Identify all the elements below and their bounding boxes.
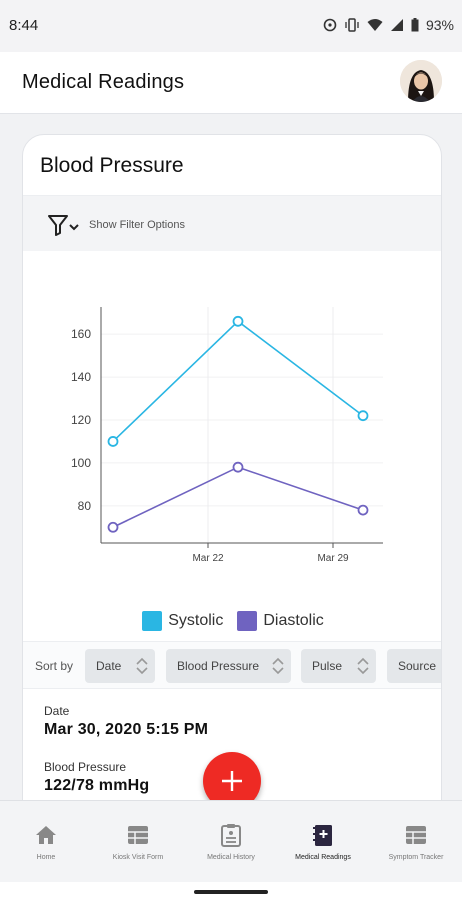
x-tick-label: Mar 29 (317, 553, 349, 564)
blood-pressure-value: 122/78 mmHg (44, 777, 150, 794)
vibrate-icon (345, 18, 359, 32)
sort-arrows-icon (357, 657, 369, 675)
filter-icon[interactable] (48, 214, 82, 236)
table-icon (406, 826, 426, 844)
legend-item-diastolic[interactable]: Diastolic (237, 611, 324, 631)
sort-chip-date-label: Date (96, 659, 122, 673)
home-icon (36, 826, 56, 844)
data-point-systolic (107, 436, 119, 447)
blood-pressure-label: Blood Pressure (44, 760, 127, 774)
nav-item-medical-history[interactable]: Medical History (185, 801, 277, 883)
status-icons: 93% (323, 15, 454, 35)
alarm-icon (323, 18, 337, 32)
y-tick-label: 160 (71, 327, 91, 341)
y-tick-label: 100 (71, 456, 91, 470)
sort-chip-source-label: Source (398, 659, 437, 673)
legend-label-systolic: Systolic (168, 612, 224, 629)
chart-legend: Systolic Diastolic (23, 608, 441, 634)
sort-bar: Sort by Date Blood Pressure Pulse Source (23, 641, 441, 689)
series-line-systolic (112, 320, 364, 443)
series-line-diastolic (112, 466, 364, 528)
clipboard-icon (221, 824, 241, 847)
battery-icon (411, 18, 419, 32)
sort-label: Sort by (35, 659, 74, 673)
sort-arrows-icon (272, 657, 284, 675)
nav-label-medical-history: Medical History (207, 854, 255, 861)
sort-chip-pulse[interactable]: Pulse (301, 649, 376, 683)
legend-swatch-systolic (142, 611, 163, 631)
reading-date: Date Mar 30, 2020 5:15 PM (44, 704, 208, 739)
data-point-diastolic (357, 504, 369, 516)
filter-bar[interactable]: Show Filter Options (23, 195, 441, 251)
bottom-nav: Home Kiosk Visit Form Medical History Me… (0, 800, 462, 882)
nav-label-kiosk-visit-form: Kiosk Visit Form (112, 854, 164, 861)
data-point-systolic (357, 410, 369, 422)
data-point-diastolic (107, 521, 119, 533)
page-title: Medical Readings (22, 71, 185, 93)
legend-label-diastolic: Diastolic (263, 612, 324, 629)
nav-item-medical-readings[interactable]: Medical Readings (277, 801, 369, 883)
wifi-icon (367, 19, 383, 31)
card-title: Blood Pressure (40, 154, 184, 177)
user-avatar-icon (400, 60, 442, 102)
y-tick-label: 80 (78, 499, 92, 513)
status-bar: 8:44 93% (0, 0, 462, 52)
legend-item-systolic[interactable]: Systolic (142, 611, 223, 631)
x-tick-label: Mar 22 (192, 553, 224, 564)
sort-chip-pulse-label: Pulse (312, 659, 343, 673)
sort-arrows-icon (136, 657, 148, 675)
nav-label-symptom-tracker: Symptom Tracker (388, 854, 444, 861)
nav-label-home: Home (36, 854, 56, 861)
data-point-systolic (232, 315, 244, 327)
nav-item-symptom-tracker[interactable]: Symptom Tracker (370, 801, 462, 883)
y-tick-label: 140 (71, 370, 91, 384)
y-tick-label: 120 (71, 413, 91, 427)
sort-chip-source[interactable]: Source (387, 649, 441, 683)
chart-svg: 80 100 120 140 160 Mar 22 Mar 29 (71, 307, 383, 564)
battery-percent: 93% (425, 17, 454, 33)
avatar[interactable] (400, 60, 442, 102)
app-header: Medical Readings (0, 52, 462, 114)
blood-pressure-card: Blood Pressure Show Filter Options 80 100… (22, 134, 442, 834)
signal-icon (390, 19, 403, 31)
nav-label-medical-readings: Medical Readings (295, 854, 351, 861)
sort-chip-date[interactable]: Date (85, 649, 155, 683)
data-point-diastolic (232, 461, 244, 473)
date-value: Mar 30, 2020 5:15 PM (44, 721, 209, 738)
gesture-area (0, 882, 462, 900)
gesture-handle[interactable] (194, 890, 268, 894)
medical-book-icon (313, 825, 332, 846)
form-icon (128, 826, 148, 844)
sort-chip-blood-pressure-label: Blood Pressure (177, 659, 260, 673)
status-time: 8:44 (9, 17, 39, 34)
legend-swatch-diastolic (237, 611, 258, 631)
date-label: Date (44, 704, 70, 718)
reading-blood-pressure: Blood Pressure 122/78 mmHg (44, 760, 149, 795)
sort-chip-blood-pressure[interactable]: Blood Pressure (166, 649, 291, 683)
filter-label[interactable]: Show Filter Options (89, 219, 185, 231)
blood-pressure-chart: 80 100 120 140 160 Mar 22 Mar 29 (23, 251, 441, 641)
nav-item-kiosk-visit-form[interactable]: Kiosk Visit Form (92, 801, 184, 883)
nav-item-home[interactable]: Home (0, 801, 92, 883)
plus-icon (222, 771, 242, 791)
